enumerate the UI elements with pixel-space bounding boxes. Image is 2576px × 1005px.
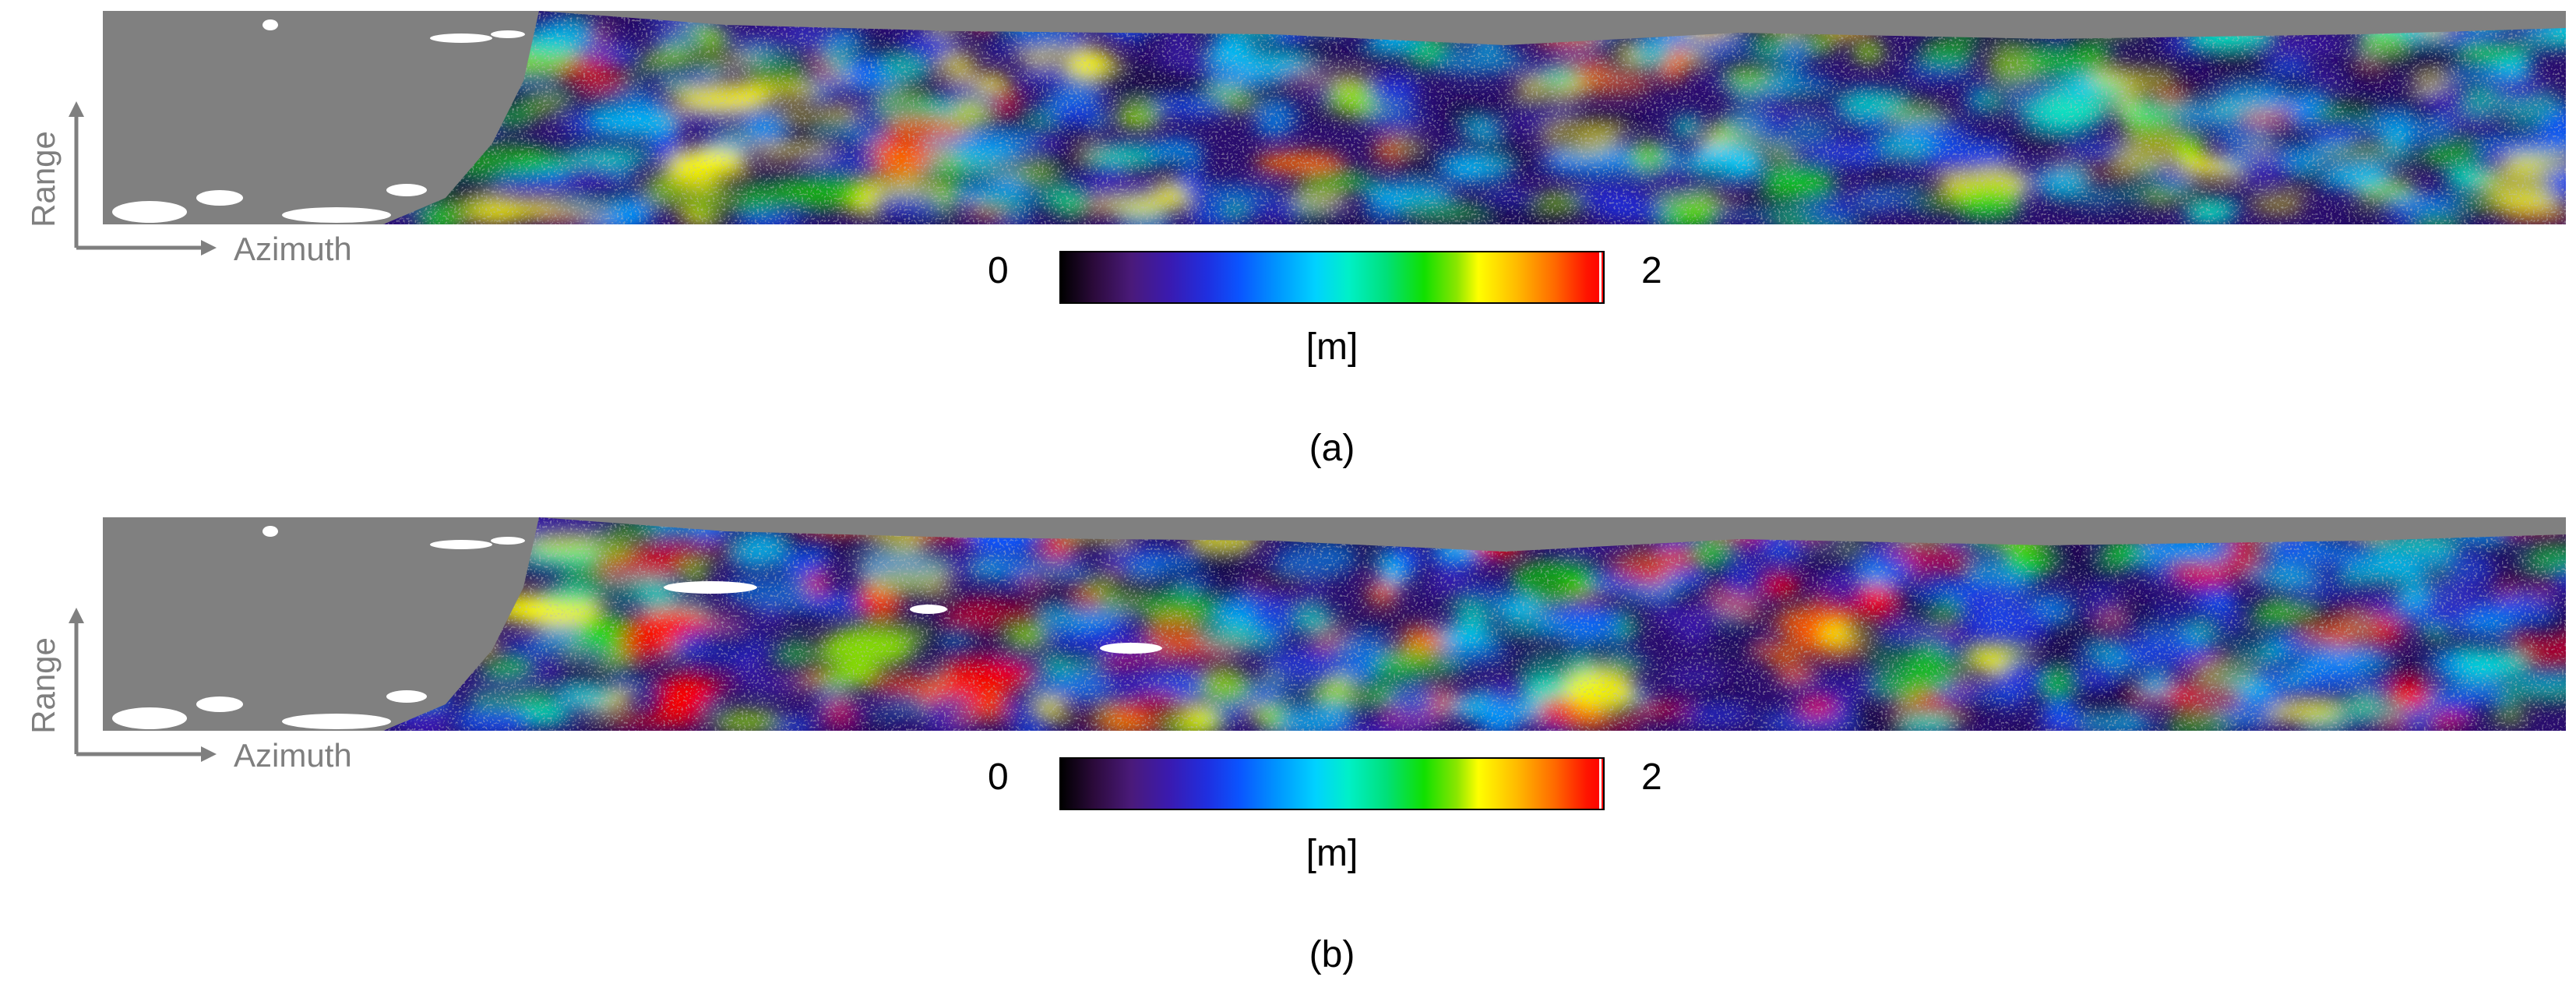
- figure-panel-a: Range Azimuth 0 2 [m] (a): [0, 0, 2576, 499]
- colorbar: [1059, 251, 1605, 304]
- colorbar-unit-label: [m]: [1306, 326, 1358, 368]
- masked-region-top: [103, 517, 2566, 552]
- axis-indicator-a: Range Azimuth: [25, 101, 352, 267]
- masked-region-top: [103, 11, 2566, 45]
- masked-region-left: [103, 11, 539, 224]
- azimuth-axis-label: Azimuth: [234, 737, 352, 774]
- masked-region-left: [103, 517, 539, 731]
- range-axis-label: Range: [25, 637, 62, 734]
- wave-height-map-a: [103, 11, 2566, 224]
- panel-caption-a: (a): [1309, 428, 1355, 469]
- colorbar: [1059, 757, 1605, 810]
- azimuth-axis-label: Azimuth: [234, 231, 352, 267]
- colorbar-max-label: 2: [1641, 250, 1662, 291]
- colorbar-min-label: 0: [988, 250, 1009, 291]
- azimuth-arrow-head: [201, 240, 217, 256]
- colorbar-unit-label: [m]: [1306, 833, 1358, 874]
- figure-panel-b: Range Azimuth 0 2 [m] (b): [0, 506, 2576, 1005]
- range-arrow-head: [69, 101, 84, 117]
- range-axis-label: Range: [25, 131, 62, 227]
- saturated-patches: [112, 19, 525, 223]
- colorbar-min-label: 0: [988, 756, 1009, 798]
- colorbar-max-label: 2: [1641, 756, 1662, 798]
- panel-caption-b: (b): [1309, 934, 1355, 975]
- axis-indicator-b: Range Azimuth: [25, 608, 352, 774]
- saturated-patches: [112, 526, 1162, 729]
- azimuth-arrow-head: [201, 746, 217, 762]
- wave-height-map-b: [103, 517, 2566, 731]
- range-arrow-head: [69, 608, 84, 623]
